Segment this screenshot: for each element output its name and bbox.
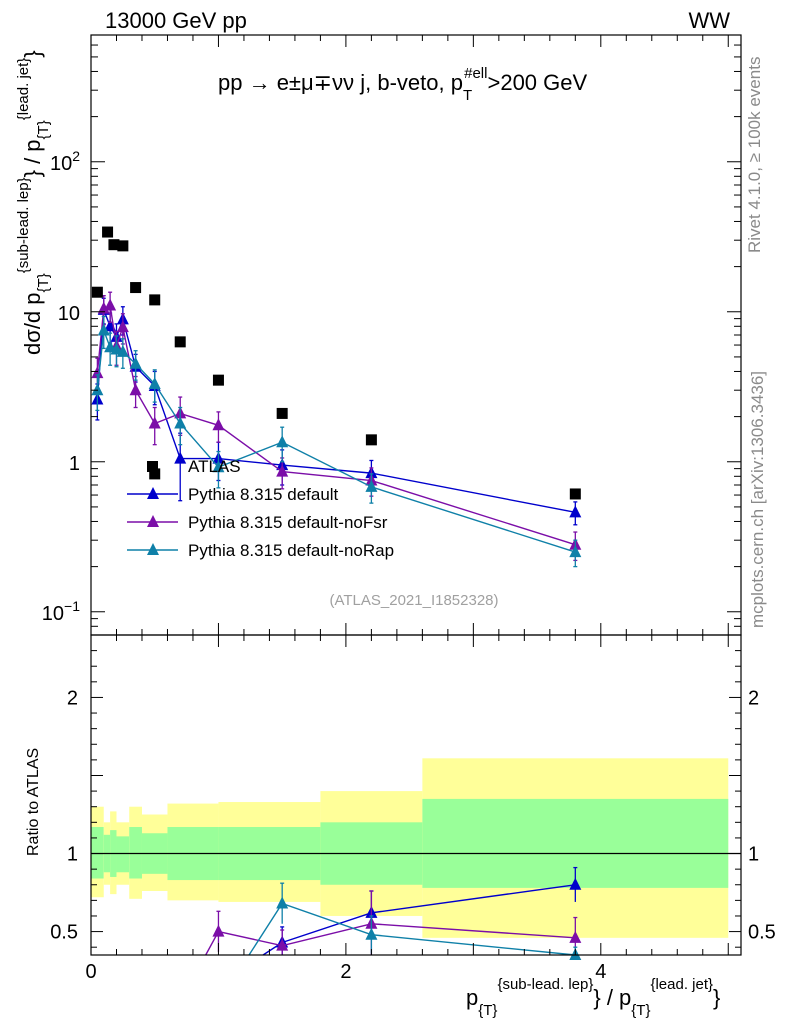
point-noFsr <box>116 320 129 333</box>
point-noFsr <box>148 416 161 429</box>
axis-ticks: 0 2 4 10−1 1 10 102 0.5 0.5 1 1 2 2 <box>42 34 776 983</box>
data-point <box>174 336 186 348</box>
point-noFsr <box>104 298 117 311</box>
point-noFsr <box>129 383 142 396</box>
y-tick-label: 10 <box>58 303 80 325</box>
x-tick-label: 4 <box>595 961 606 983</box>
analysis-watermark: (ATLAS_2021_I1852328) <box>329 592 498 609</box>
ratio-point-noFsr <box>276 938 289 951</box>
x-axis-label: p{T}{sub-lead. lep}} / p{T}{lead. jet}} <box>466 976 720 1019</box>
point-noRap <box>365 479 378 492</box>
point-default <box>569 505 582 518</box>
legend-marker-default <box>147 487 159 499</box>
legend-label-nofsr: Pythia 8.315 default-noFsr <box>188 513 388 532</box>
data-point <box>108 239 120 251</box>
point-noRap <box>116 344 129 357</box>
ratio-y-tick-label: 1 <box>67 844 78 866</box>
point-noRap <box>110 342 123 355</box>
energy-label: 13000 GeV pp <box>105 8 247 33</box>
y-axis-label-main: dσ/d p{T}{sub-lead. lep}} / p{T}{lead. j… <box>15 50 52 355</box>
point-noFsr <box>212 418 225 431</box>
x-tick-label: 0 <box>85 961 96 983</box>
rivet-version-label: Rivet 4.1.0, ≥ 100k events <box>745 57 764 253</box>
legend-marker-atlas <box>147 461 158 472</box>
series-line-default <box>96 309 576 514</box>
ratio-point-noFsr <box>569 930 582 943</box>
band-inner-0 <box>91 827 104 879</box>
data-point <box>91 286 103 298</box>
ratio-y-tick-label-right: 2 <box>748 687 759 709</box>
uncertainty-bands <box>91 758 741 938</box>
legend-label-default: Pythia 8.315 default <box>188 485 339 504</box>
x-tick-label: 2 <box>340 961 351 983</box>
point-noRap <box>212 460 225 473</box>
point-noRap <box>148 376 161 389</box>
data-point-outlier <box>149 468 161 480</box>
data-point <box>117 240 129 252</box>
y-tick-label: 1 <box>69 453 80 475</box>
y-axis-label-ratio: Ratio to ATLAS <box>25 748 42 856</box>
point-noRap <box>174 416 187 429</box>
data-point <box>102 226 114 238</box>
data-point <box>276 407 288 419</box>
point-noRap <box>91 383 104 396</box>
ratio-point-noFsr <box>212 924 225 937</box>
point-noFsr <box>91 366 104 379</box>
data-point <box>569 488 581 500</box>
ratio-y-tick-label: 0.5 <box>50 922 78 944</box>
ratio-line-default <box>262 884 576 956</box>
mcplots-label: mcplots.cern.ch [arXiv:1306.3436] <box>748 371 767 628</box>
ratio-point-noRap <box>276 896 289 909</box>
y-tick-label: 102 <box>50 148 80 175</box>
ratio-y-tick-label-right: 1 <box>748 844 759 866</box>
point-noRap <box>97 323 110 336</box>
legend: ATLAS Pythia 8.315 default Pythia 8.315 … <box>127 457 394 560</box>
point-noFsr <box>97 301 110 314</box>
legend-markers <box>127 461 178 555</box>
point-noRap <box>569 545 582 558</box>
legend-marker-noFsr <box>147 515 159 527</box>
ratio-point-default <box>569 877 582 890</box>
point-noFsr <box>276 464 289 477</box>
data-point <box>212 374 224 386</box>
point-noRap <box>276 435 289 448</box>
plot-title: pp → e±μ∓νν j, b-veto, pT#ell>200 GeV <box>218 65 587 104</box>
band-inner-4 <box>129 827 142 879</box>
ratio-y-tick-label-right: 0.5 <box>748 922 776 944</box>
band-inner-3 <box>116 836 130 873</box>
data-point <box>365 434 377 446</box>
point-noRap <box>104 340 117 353</box>
ratio-point-noRap <box>365 927 378 940</box>
ratio-y-tick-label: 2 <box>67 687 78 709</box>
data-point <box>130 282 142 294</box>
ratio-frame <box>90 634 742 956</box>
point-default <box>174 451 187 464</box>
legend-label-norap: Pythia 8.315 default-noRap <box>188 541 394 560</box>
data-point <box>149 294 161 306</box>
y-tick-label: 10−1 <box>42 598 80 625</box>
point-noRap <box>129 356 142 369</box>
legend-label-atlas: ATLAS <box>188 457 241 476</box>
process-tag: WW <box>688 8 730 33</box>
legend-marker-noRap <box>147 543 159 555</box>
